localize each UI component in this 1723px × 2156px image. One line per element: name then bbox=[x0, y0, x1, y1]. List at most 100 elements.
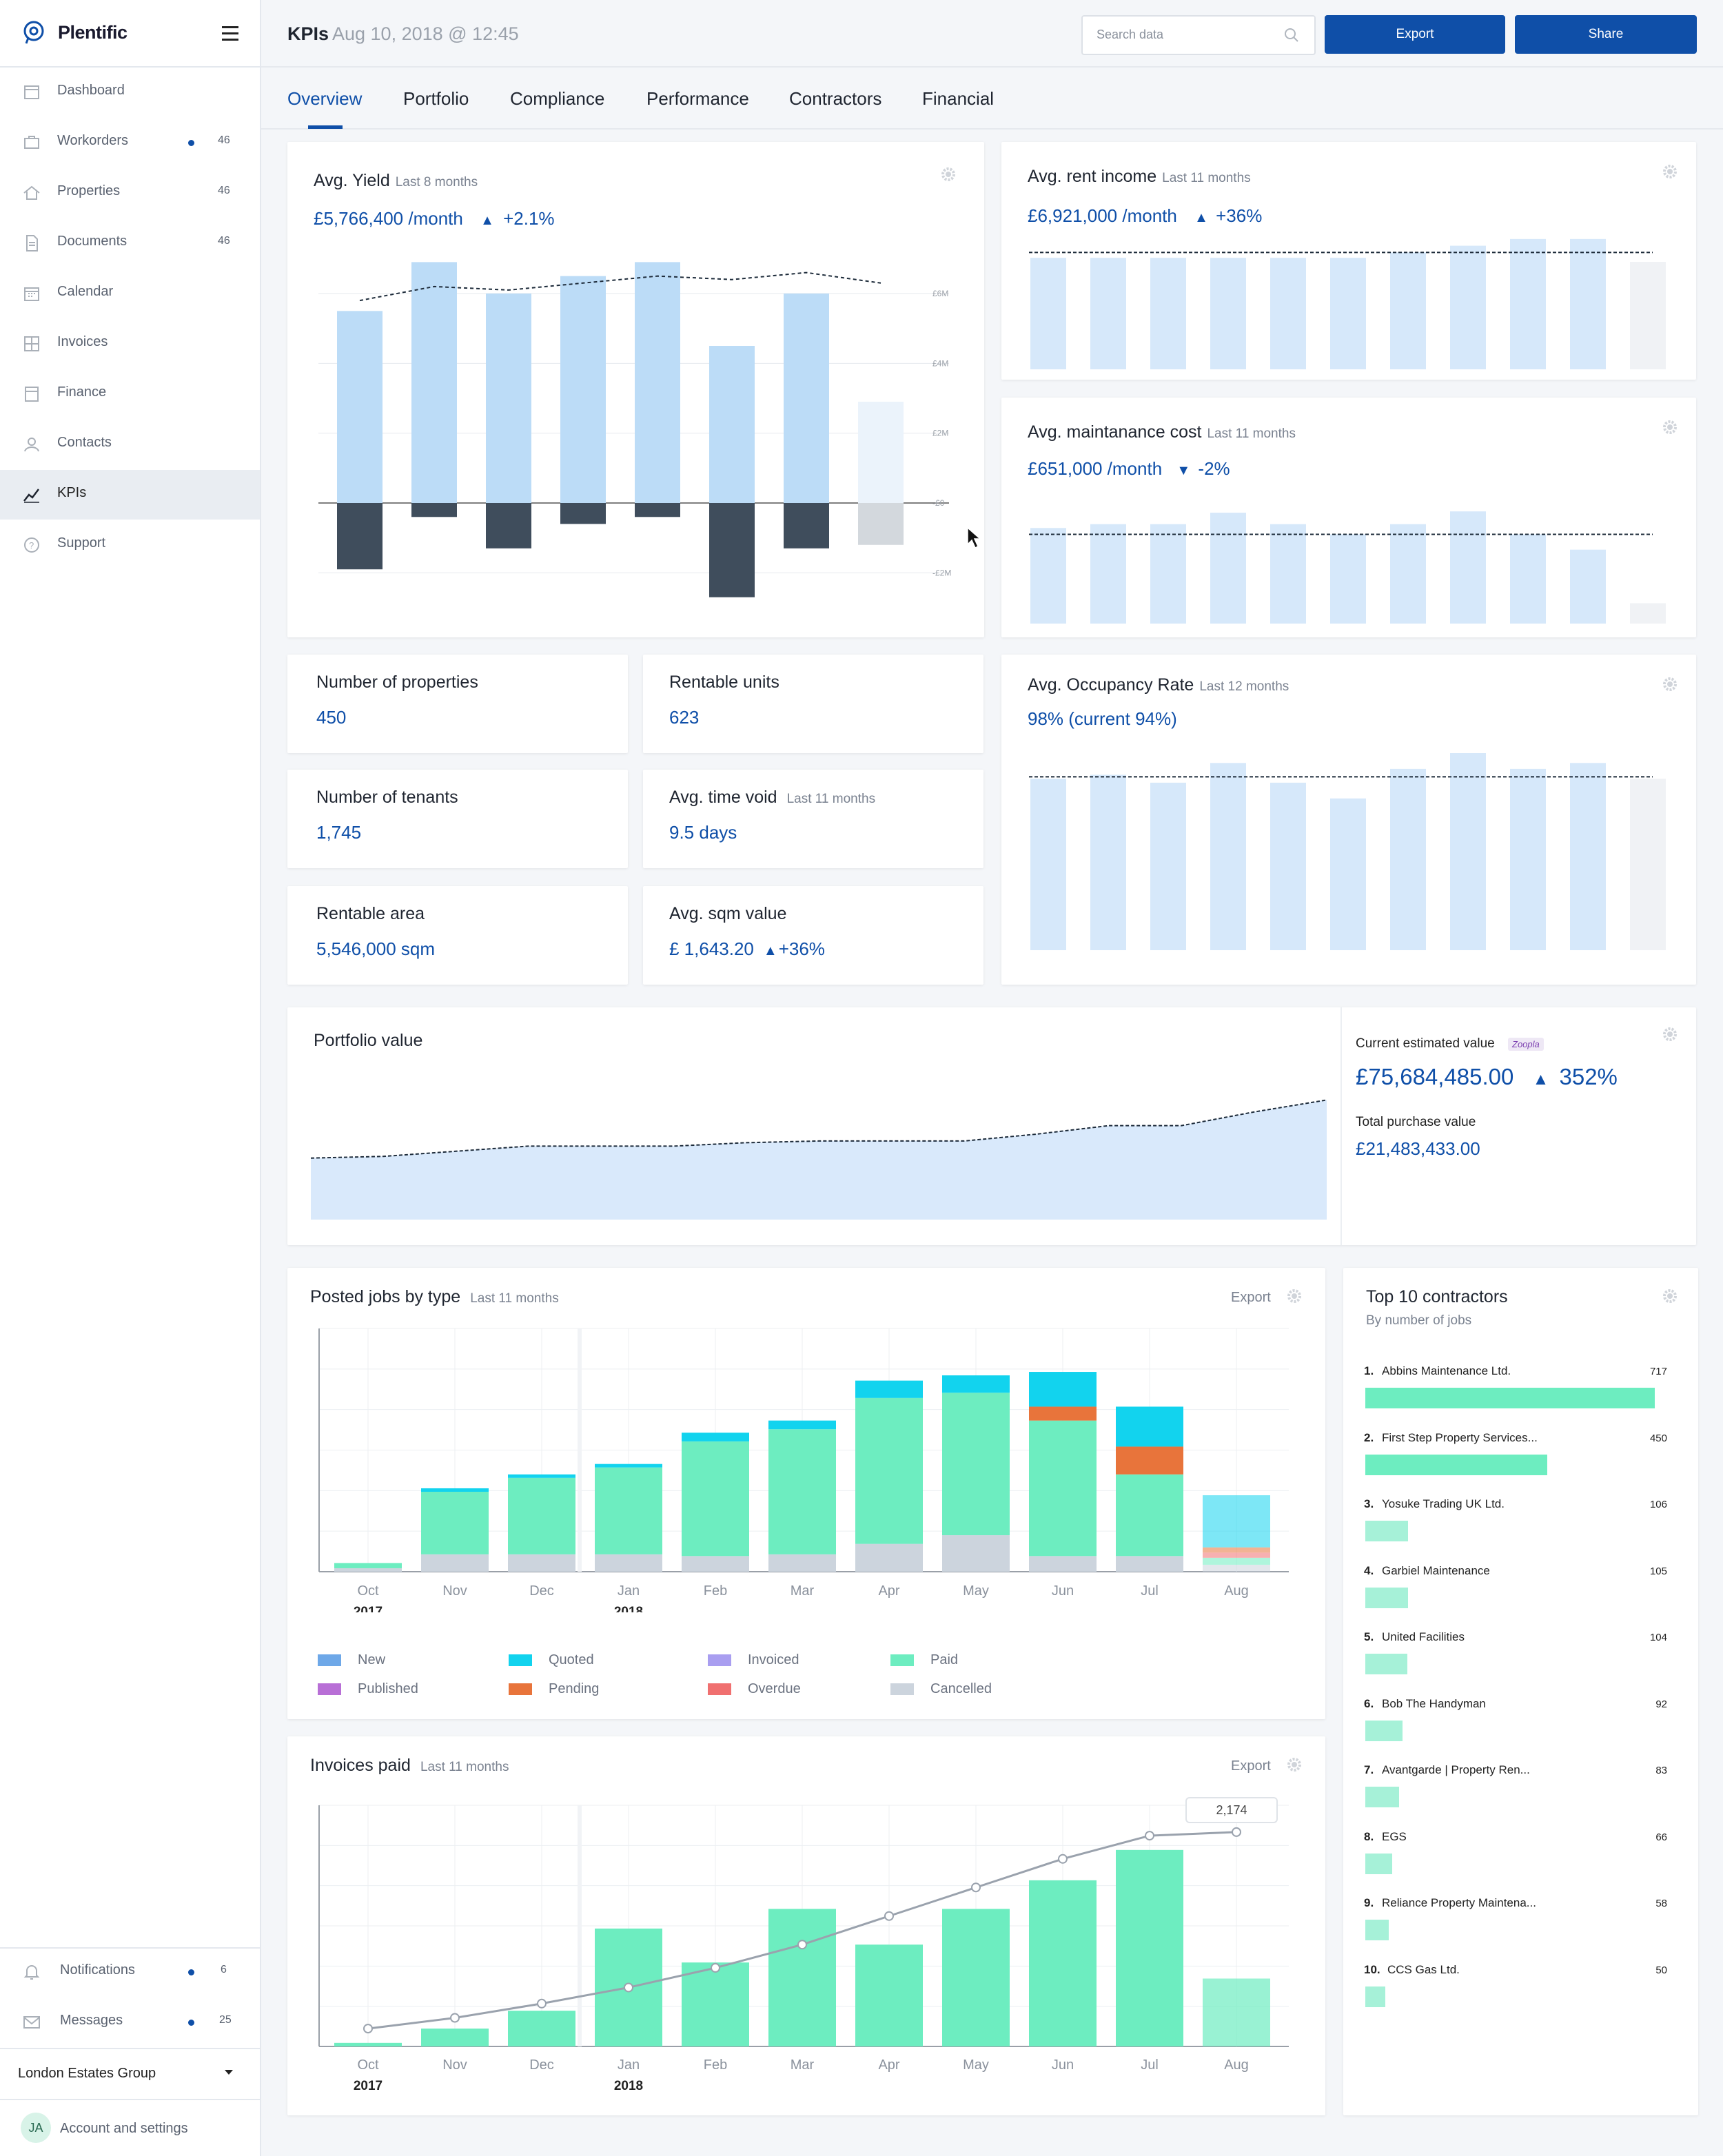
rent-bar[interactable] bbox=[1630, 262, 1666, 369]
yield-bar-negative[interactable] bbox=[411, 503, 457, 517]
gear-icon[interactable] bbox=[939, 165, 957, 183]
gear-icon[interactable] bbox=[1285, 1756, 1303, 1774]
jobs-bar-quoted[interactable] bbox=[421, 1488, 489, 1492]
contractor-item[interactable]: 4. Garbiel Maintenance 105 bbox=[1364, 1564, 1681, 1619]
tab-contractors[interactable]: Contractors bbox=[789, 88, 882, 109]
jobs-bar-overdue[interactable] bbox=[1203, 1552, 1270, 1558]
contractor-item[interactable]: 2. First Step Property Services... 450 bbox=[1364, 1431, 1681, 1486]
invoices-bar[interactable] bbox=[1116, 1849, 1183, 2046]
contractor-item[interactable]: 3. Yosuke Trading UK Ltd. 106 bbox=[1364, 1497, 1681, 1552]
jobs-bar-quoted[interactable] bbox=[855, 1380, 923, 1398]
line-point[interactable] bbox=[971, 1882, 981, 1893]
invoices-bar[interactable] bbox=[421, 2029, 489, 2046]
maint-bar[interactable] bbox=[1510, 534, 1546, 624]
line-point[interactable] bbox=[797, 1940, 807, 1950]
sidebar-item-kpis[interactable]: KPIs bbox=[0, 470, 260, 520]
invoices-bar[interactable] bbox=[682, 1962, 749, 2046]
tab-financial[interactable]: Financial bbox=[922, 88, 995, 109]
rent-bar[interactable] bbox=[1450, 245, 1486, 369]
search-input[interactable]: Search data bbox=[1081, 15, 1316, 55]
jobs-bar-paid[interactable] bbox=[942, 1393, 1010, 1536]
sidebar-item-documents[interactable]: Documents 46 bbox=[0, 218, 260, 268]
org-selector[interactable]: London Estates Group bbox=[0, 2049, 260, 2099]
jobs-bar-quoted[interactable] bbox=[1029, 1372, 1097, 1407]
jobs-bar-paid[interactable] bbox=[855, 1397, 923, 1544]
contractor-item[interactable]: 7. Avantgarde | Property Ren... 83 bbox=[1364, 1763, 1681, 1818]
legend-item-new[interactable]: New bbox=[318, 1652, 385, 1668]
tab-compliance[interactable]: Compliance bbox=[510, 88, 605, 109]
maint-bar[interactable] bbox=[1270, 524, 1306, 624]
yield-bar-negative[interactable] bbox=[709, 503, 755, 597]
notifications-item[interactable]: Notifications 6 bbox=[0, 1947, 260, 1997]
legend-item-published[interactable]: Published bbox=[318, 1681, 418, 1697]
maint-bar[interactable] bbox=[1390, 524, 1426, 624]
yield-bar-positive[interactable] bbox=[635, 262, 680, 503]
jobs-bar-pending[interactable] bbox=[1116, 1446, 1183, 1475]
rent-bar[interactable] bbox=[1390, 252, 1426, 369]
share-button[interactable]: Share bbox=[1515, 15, 1697, 54]
contractor-item[interactable]: 6. Bob The Handyman 92 bbox=[1364, 1697, 1681, 1752]
jobs-bar-paid[interactable] bbox=[1203, 1557, 1270, 1565]
sidebar-item-contacts[interactable]: Contacts bbox=[0, 420, 260, 469]
jobs-bar-cancelled[interactable] bbox=[1203, 1564, 1270, 1572]
rent-bar[interactable] bbox=[1030, 258, 1066, 369]
contractor-item[interactable]: 1. Abbins Maintenance Ltd. 717 bbox=[1364, 1364, 1681, 1419]
yield-bar-positive[interactable] bbox=[411, 262, 457, 503]
occupancy-bar[interactable] bbox=[1270, 782, 1306, 950]
jobs-bar-quoted[interactable] bbox=[1116, 1406, 1183, 1447]
invoices-export-link[interactable]: Export bbox=[1231, 1758, 1271, 1774]
jobs-bar-quoted[interactable] bbox=[942, 1375, 1010, 1393]
legend-item-paid[interactable]: Paid bbox=[890, 1652, 958, 1668]
sidebar-item-properties[interactable]: Properties 46 bbox=[0, 168, 260, 218]
maint-bar[interactable] bbox=[1630, 603, 1666, 624]
yield-bar-negative[interactable] bbox=[784, 503, 829, 548]
rent-bar[interactable] bbox=[1090, 258, 1126, 369]
contractor-item[interactable]: 5. United Facilities 104 bbox=[1364, 1630, 1681, 1685]
occupancy-bar[interactable] bbox=[1450, 753, 1486, 950]
jobs-bar-quoted[interactable] bbox=[1203, 1495, 1270, 1548]
rent-bar[interactable] bbox=[1270, 258, 1306, 369]
invoices-bar[interactable] bbox=[855, 1944, 923, 2046]
gear-icon[interactable] bbox=[1661, 163, 1679, 181]
contractor-item[interactable]: 10. CCS Gas Ltd. 50 bbox=[1364, 1963, 1681, 2018]
occupancy-bar[interactable] bbox=[1090, 774, 1126, 950]
tab-portfolio[interactable]: Portfolio bbox=[403, 88, 469, 109]
occupancy-bar[interactable] bbox=[1150, 782, 1186, 950]
rent-bar[interactable] bbox=[1570, 238, 1606, 369]
yield-bar-negative[interactable] bbox=[337, 503, 383, 570]
invoices-bar[interactable] bbox=[942, 1909, 1010, 2046]
legend-item-overdue[interactable]: Overdue bbox=[708, 1681, 801, 1697]
jobs-bar-paid[interactable] bbox=[334, 1563, 402, 1568]
contractor-item[interactable]: 8. EGS 66 bbox=[1364, 1830, 1681, 1885]
maint-bar[interactable] bbox=[1210, 513, 1246, 624]
jobs-bar-quoted[interactable] bbox=[595, 1464, 662, 1468]
yield-bar-negative[interactable] bbox=[635, 503, 680, 517]
rent-bar[interactable] bbox=[1150, 258, 1186, 369]
rent-bar[interactable] bbox=[1210, 258, 1246, 369]
line-point[interactable] bbox=[711, 1962, 720, 1973]
gear-icon[interactable] bbox=[1661, 1025, 1679, 1043]
yield-bar-positive[interactable] bbox=[709, 346, 755, 503]
occupancy-bar[interactable] bbox=[1630, 779, 1666, 950]
invoices-bar[interactable] bbox=[1203, 1978, 1270, 2046]
line-point[interactable] bbox=[537, 1998, 547, 2009]
tab-performance[interactable]: Performance bbox=[646, 88, 749, 109]
sidebar-item-calendar[interactable]: Calendar bbox=[0, 269, 260, 318]
maint-bar[interactable] bbox=[1030, 528, 1066, 624]
jobs-export-link[interactable]: Export bbox=[1231, 1290, 1271, 1305]
yield-bar-positive[interactable] bbox=[486, 294, 531, 503]
invoices-bar[interactable] bbox=[508, 2011, 575, 2046]
jobs-bar-cancelled[interactable] bbox=[508, 1554, 575, 1572]
yield-bar-negative[interactable] bbox=[560, 503, 606, 524]
line-point[interactable] bbox=[884, 1911, 894, 1921]
legend-item-invoiced[interactable]: Invoiced bbox=[708, 1652, 799, 1668]
jobs-bar-paid[interactable] bbox=[595, 1467, 662, 1554]
jobs-bar-cancelled[interactable] bbox=[682, 1556, 749, 1572]
yield-bar-negative[interactable] bbox=[858, 503, 904, 545]
gear-icon[interactable] bbox=[1285, 1287, 1303, 1305]
maint-bar[interactable] bbox=[1150, 524, 1186, 624]
line-point[interactable] bbox=[1232, 1827, 1241, 1837]
jobs-bar-quoted[interactable] bbox=[768, 1420, 836, 1430]
sidebar-item-invoices[interactable]: Invoices bbox=[0, 319, 260, 369]
gear-icon[interactable] bbox=[1661, 1287, 1679, 1305]
